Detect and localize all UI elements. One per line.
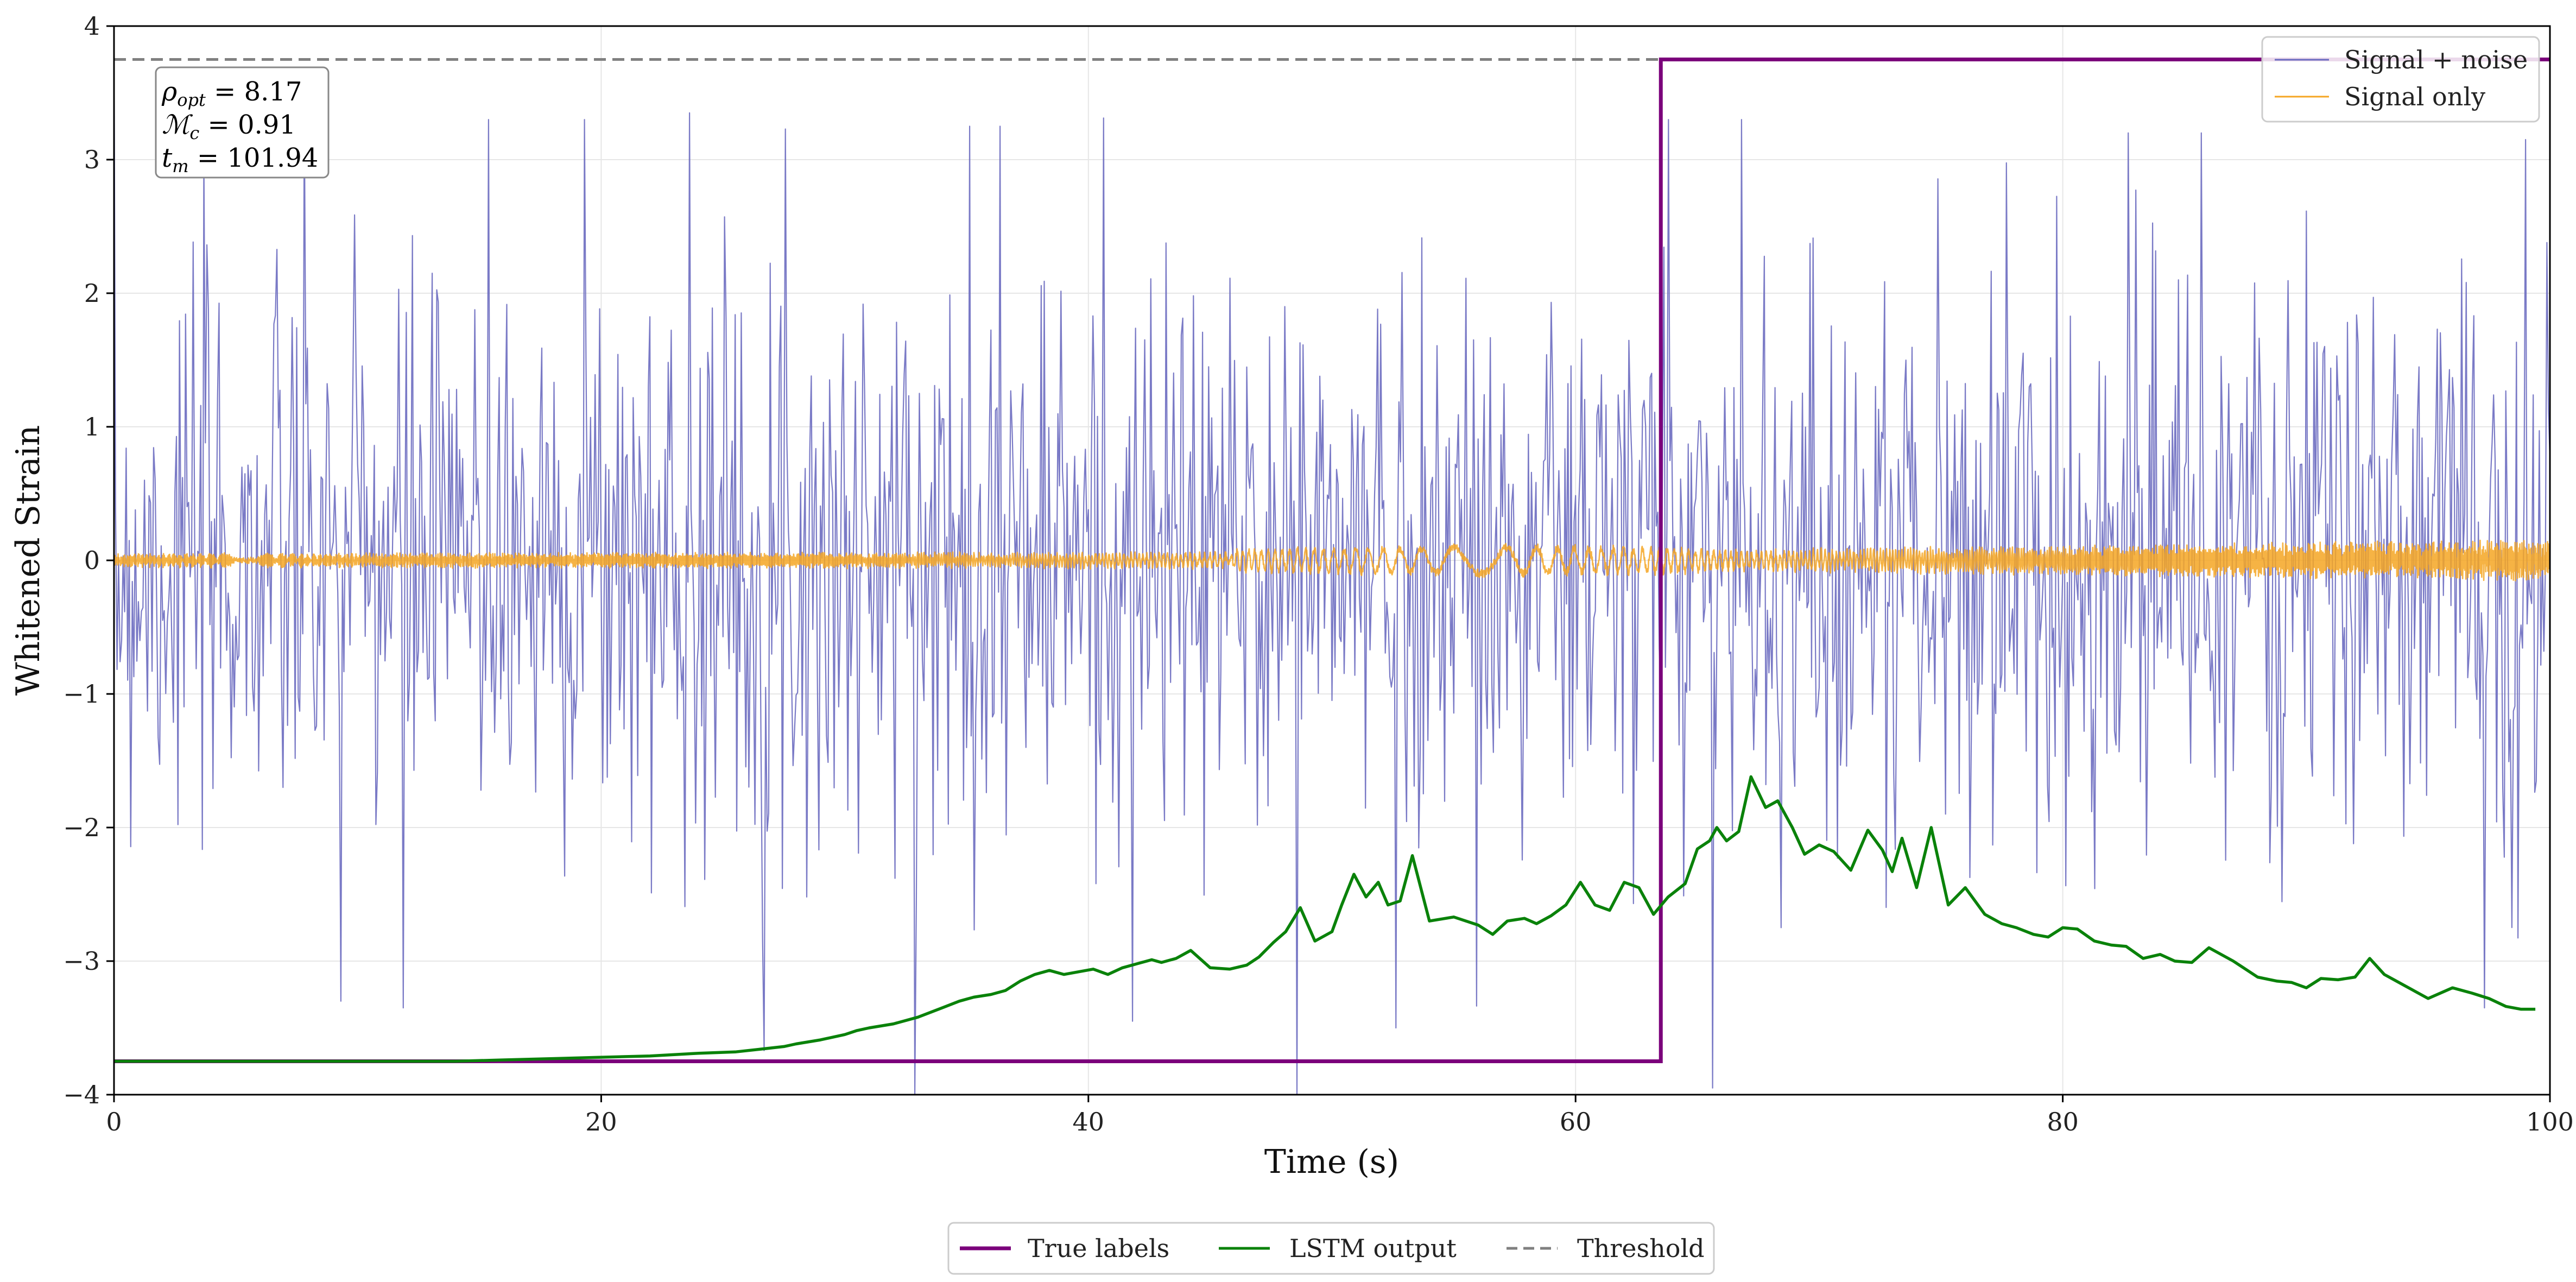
legend-true-labels-label: True labels	[1028, 1234, 1169, 1263]
y-tick-label: 2	[84, 279, 100, 308]
legend-signal-only-label: Signal only	[2344, 82, 2485, 111]
legend-lstm-label: LSTM output	[1289, 1234, 1457, 1263]
y-tick-label: 3	[84, 145, 100, 174]
annotation-tm: tm = 101.94	[162, 143, 318, 176]
y-tick-label: −2	[63, 813, 100, 842]
x-tick-label: 20	[585, 1107, 617, 1136]
legend-signal-noise-label: Signal + noise	[2344, 45, 2528, 74]
legend-top-right: Signal + noise Signal only	[2261, 36, 2540, 123]
y-tick-label: 0	[84, 546, 100, 575]
y-tick-label: −1	[63, 679, 100, 709]
y-tick-label: 1	[84, 412, 100, 441]
signal-only-series	[114, 539, 2550, 582]
signal-noise-series	[114, 26, 2550, 1095]
axis-ticks: 0 20 40 60 80 100 4 3 2 1 0 −1 −2 −3 −4	[63, 11, 2574, 1136]
legend-bottom: True labels LSTM output Threshold	[947, 1222, 1715, 1275]
x-axis-title: Time (s)	[1264, 1143, 1399, 1181]
y-tick-label: −4	[63, 1080, 100, 1109]
y-tick-label: 4	[84, 11, 100, 41]
true-labels-series	[114, 58, 2550, 1063]
legend-threshold-label: Threshold	[1577, 1234, 1705, 1263]
x-tick-label: 0	[106, 1107, 122, 1136]
annotation-mc: ℳc = 0.91	[162, 110, 296, 143]
x-tick-label: 100	[2526, 1107, 2574, 1136]
x-tick-label: 80	[2047, 1107, 2079, 1136]
annotation-rho: ρopt = 8.17	[161, 77, 302, 110]
annotation-box: ρopt = 8.17 ℳc = 0.91 tm = 101.94	[155, 66, 330, 179]
y-axis-title: Whitened Strain	[9, 425, 47, 696]
lstm-output-series	[114, 775, 2536, 1063]
x-tick-label: 40	[1073, 1107, 1105, 1136]
x-tick-label: 60	[1560, 1107, 1592, 1136]
y-tick-label: −3	[63, 946, 100, 976]
